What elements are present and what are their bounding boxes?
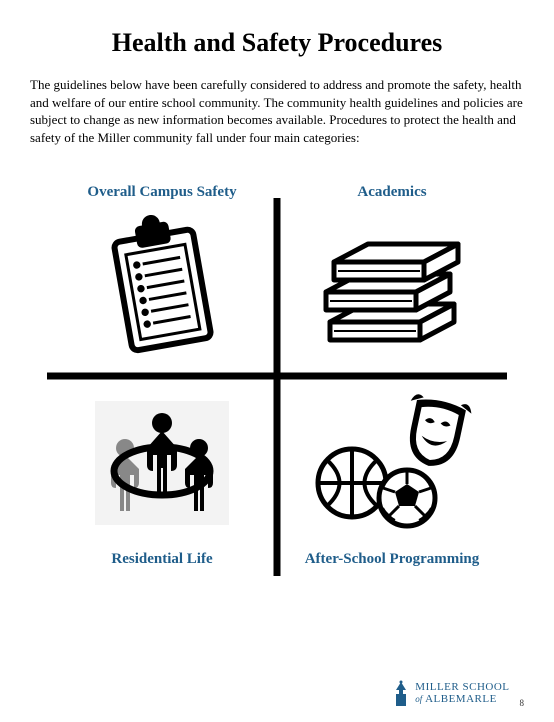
- clipboard-icon: [97, 207, 227, 368]
- footer-school-name: MILLER SCHOOL of ALBEMARLE: [415, 682, 509, 705]
- books-icon: [312, 207, 472, 368]
- category-cell-after-school: After-School Programming: [277, 376, 507, 576]
- category-label: Residential Life: [111, 551, 212, 568]
- sports-masks-icon: [307, 384, 477, 541]
- page-title: Health and Safety Procedures: [30, 28, 524, 58]
- category-cell-campus-safety: Overall Campus Safety: [47, 176, 277, 376]
- school-logo-icon: [393, 680, 409, 708]
- category-label: After-School Programming: [305, 551, 480, 568]
- page-footer: MILLER SCHOOL of ALBEMARLE 8: [393, 680, 524, 708]
- category-label: Academics: [357, 184, 426, 201]
- people-circle-icon: [87, 384, 237, 541]
- category-cell-academics: Academics: [277, 176, 507, 376]
- category-cell-residential-life: Residential Life: [47, 376, 277, 576]
- page-number: 8: [520, 698, 525, 708]
- category-label: Overall Campus Safety: [87, 184, 236, 201]
- intro-paragraph: The guidelines below have been carefully…: [30, 76, 524, 146]
- category-grid: Overall Campus Safety: [47, 176, 507, 576]
